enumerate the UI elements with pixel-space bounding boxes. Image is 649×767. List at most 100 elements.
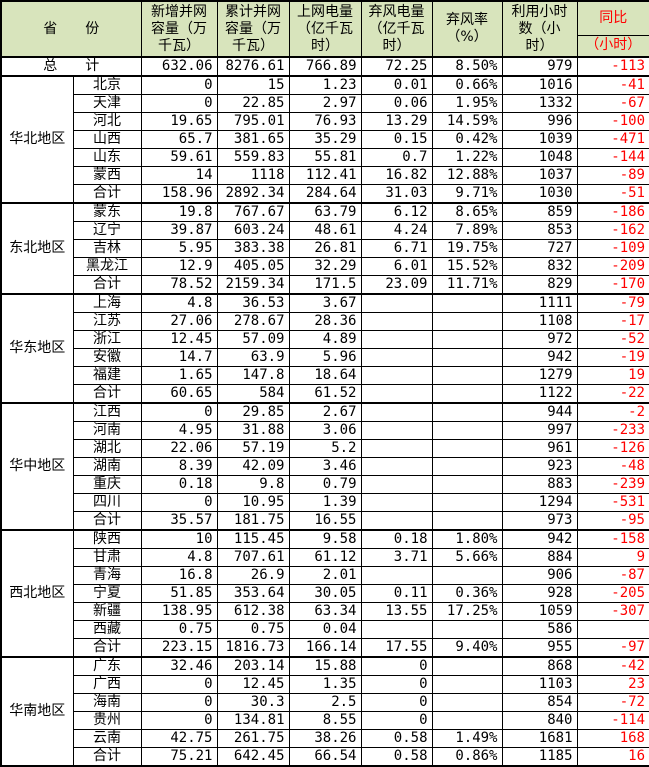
yoy-cell[interactable]: -19 (576, 348, 649, 367)
value-cell[interactable]: 9.58 (288, 529, 362, 549)
value-cell[interactable]: 6.71 (360, 239, 433, 258)
value-cell[interactable]: 10 (140, 529, 218, 549)
header-cumulative-grid-capacity[interactable]: 累计并网 容量（万 千瓦） (216, 0, 290, 58)
province-cell[interactable]: 山西 (72, 130, 142, 149)
yoy-cell[interactable]: -209 (576, 257, 649, 276)
yoy-cell[interactable] (576, 620, 649, 639)
value-cell[interactable]: 942 (501, 529, 578, 549)
value-cell[interactable]: 16.82 (360, 166, 433, 185)
value-cell[interactable]: 1.39 (288, 493, 362, 512)
value-cell[interactable]: 1059 (501, 602, 578, 621)
value-cell[interactable]: 584 (216, 384, 290, 404)
region-cell[interactable]: 西北地区 (0, 529, 74, 658)
value-cell[interactable]: 0 (360, 675, 433, 694)
value-cell[interactable] (431, 384, 503, 404)
yoy-cell[interactable]: -205 (576, 584, 649, 603)
value-cell[interactable]: 8.39 (140, 457, 218, 476)
value-cell[interactable] (431, 457, 503, 476)
province-cell[interactable]: 蒙西 (72, 166, 142, 185)
yoy-cell[interactable]: -126 (576, 439, 649, 458)
value-cell[interactable]: 1030 (501, 184, 578, 204)
value-cell[interactable]: 5.95 (140, 239, 218, 258)
yoy-cell[interactable]: -471 (576, 130, 649, 149)
province-cell[interactable]: 广东 (72, 656, 142, 676)
value-cell[interactable]: 115.45 (216, 529, 290, 549)
header-yoy-unit[interactable]: （小时） (576, 34, 649, 58)
yoy-cell[interactable]: -67 (576, 94, 649, 113)
province-cell[interactable]: 辽宁 (72, 221, 142, 240)
header-curtailed-energy[interactable]: 弃风电量 （亿千瓦 时） (360, 0, 433, 58)
value-cell[interactable]: 884 (501, 548, 578, 567)
yoy-cell[interactable]: -113 (576, 56, 649, 77)
value-cell[interactable]: 0.79 (288, 475, 362, 494)
value-cell[interactable]: 51.85 (140, 584, 218, 603)
province-cell[interactable]: 福建 (72, 366, 142, 385)
yoy-cell[interactable]: 19 (576, 366, 649, 385)
value-cell[interactable]: 8276.61 (216, 56, 290, 77)
value-cell[interactable]: 0.04 (288, 620, 362, 639)
province-cell[interactable]: 湖南 (72, 457, 142, 476)
value-cell[interactable]: 35.29 (288, 130, 362, 149)
province-cell[interactable]: 云南 (72, 729, 142, 748)
province-cell[interactable]: 湖北 (72, 439, 142, 458)
value-cell[interactable]: 1.65 (140, 366, 218, 385)
value-cell[interactable]: 883 (501, 475, 578, 494)
yoy-cell[interactable]: 9 (576, 548, 649, 567)
value-cell[interactable]: 9.8 (216, 475, 290, 494)
value-cell[interactable]: 55.81 (288, 148, 362, 167)
value-cell[interactable]: 0.66% (431, 75, 503, 95)
value-cell[interactable] (431, 330, 503, 349)
value-cell[interactable]: 16.55 (288, 511, 362, 531)
value-cell[interactable]: 972 (501, 330, 578, 349)
yoy-cell[interactable]: -170 (576, 275, 649, 295)
value-cell[interactable]: 158.96 (140, 184, 218, 204)
value-cell[interactable]: 859 (501, 202, 578, 222)
province-cell[interactable]: 蒙东 (72, 202, 142, 222)
value-cell[interactable]: 61.12 (288, 548, 362, 567)
value-cell[interactable]: 1.95% (431, 94, 503, 113)
value-cell[interactable]: 944 (501, 402, 578, 422)
value-cell[interactable]: 63.9 (216, 348, 290, 367)
value-cell[interactable]: 30.05 (288, 584, 362, 603)
value-cell[interactable] (360, 457, 433, 476)
value-cell[interactable] (431, 656, 503, 676)
value-cell[interactable]: 2159.34 (216, 275, 290, 295)
value-cell[interactable]: 16.8 (140, 566, 218, 585)
yoy-cell[interactable]: -100 (576, 112, 649, 131)
value-cell[interactable]: 383.38 (216, 239, 290, 258)
province-cell[interactable]: 黑龙江 (72, 257, 142, 276)
value-cell[interactable]: 36.53 (216, 293, 290, 313)
value-cell[interactable] (360, 620, 433, 639)
province-cell[interactable]: 合计 (72, 384, 142, 404)
value-cell[interactable]: 0 (140, 94, 218, 113)
value-cell[interactable] (360, 348, 433, 367)
region-cell[interactable]: 东北地区 (0, 202, 74, 295)
value-cell[interactable]: 928 (501, 584, 578, 603)
value-cell[interactable] (360, 384, 433, 404)
value-cell[interactable]: 979 (501, 56, 578, 77)
yoy-cell[interactable]: -144 (576, 148, 649, 167)
value-cell[interactable]: 353.64 (216, 584, 290, 603)
value-cell[interactable]: 559.83 (216, 148, 290, 167)
value-cell[interactable]: 278.67 (216, 312, 290, 331)
yoy-cell[interactable]: -48 (576, 457, 649, 476)
province-cell[interactable]: 海南 (72, 693, 142, 712)
value-cell[interactable]: 923 (501, 457, 578, 476)
value-cell[interactable]: 2.97 (288, 94, 362, 113)
yoy-cell[interactable]: -114 (576, 711, 649, 730)
value-cell[interactable]: 1.35 (288, 675, 362, 694)
value-cell[interactable]: 8.55 (288, 711, 362, 730)
value-cell[interactable]: 3.71 (360, 548, 433, 567)
value-cell[interactable]: 1048 (501, 148, 578, 167)
value-cell[interactable]: 12.9 (140, 257, 218, 276)
yoy-cell[interactable]: -97 (576, 638, 649, 658)
value-cell[interactable]: 0 (140, 493, 218, 512)
value-cell[interactable]: 63.34 (288, 602, 362, 621)
yoy-cell[interactable]: -22 (576, 384, 649, 404)
value-cell[interactable]: 61.52 (288, 384, 362, 404)
value-cell[interactable]: 4.8 (140, 548, 218, 567)
yoy-cell[interactable]: -239 (576, 475, 649, 494)
yoy-cell[interactable]: -72 (576, 693, 649, 712)
value-cell[interactable] (360, 511, 433, 531)
value-cell[interactable]: 31.03 (360, 184, 433, 204)
